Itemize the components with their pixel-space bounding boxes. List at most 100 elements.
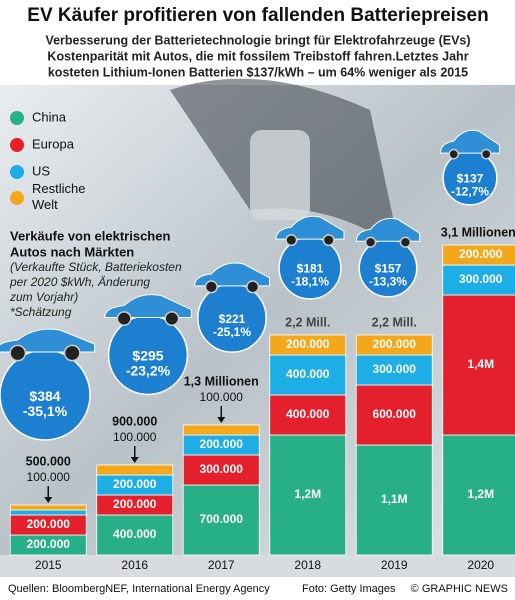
- x-tick-label: 2017: [208, 558, 235, 572]
- car-wheel: [285, 234, 298, 247]
- legend-swatch: [10, 138, 24, 152]
- bar-segment: [269, 394, 347, 436]
- segment-label: 200.000: [459, 247, 503, 261]
- subtitle: Kostenparität mit Autos, die mit fossile…: [47, 49, 468, 63]
- bar-segment: [355, 354, 433, 386]
- chart-title: Verkäufe von elektrischen: [10, 228, 170, 243]
- bar-segment: [182, 424, 260, 436]
- segment-label: 300.000: [373, 362, 417, 376]
- price-label: $137: [457, 172, 484, 186]
- x-tick-label: 2015: [35, 558, 62, 572]
- segment-label: 200.000: [113, 477, 157, 491]
- segment-label: 600.000: [373, 407, 417, 421]
- car-wheel: [164, 311, 180, 327]
- segment-label: 1,1M: [381, 492, 408, 506]
- car-icon: [193, 262, 271, 287]
- segment-label: 1,2M: [467, 487, 494, 501]
- legend-label: US: [32, 163, 50, 178]
- subtitle: Verbesserung der Batterietechnologie bri…: [45, 33, 470, 47]
- segment-label: 700.000: [200, 512, 244, 526]
- segment-label: 200.000: [286, 337, 330, 351]
- bar-segment: [442, 434, 515, 556]
- segment-label: 400.000: [286, 407, 330, 421]
- car-wheel: [448, 148, 460, 160]
- car-icon: [439, 129, 501, 154]
- legend-swatch: [10, 111, 24, 125]
- price-label: $295: [132, 348, 163, 364]
- bar-segment: [269, 354, 347, 396]
- price-label: $221: [219, 312, 246, 326]
- chart-note: (Verkaufte Stück, Batteriekosten: [10, 260, 182, 274]
- bar-segment: [182, 454, 260, 486]
- chart-note: per 2020 $kWh, Änderung: [9, 275, 150, 289]
- segment-label: 200.000: [113, 497, 157, 511]
- note-label: 100.000: [200, 390, 244, 404]
- x-tick-label: 2019: [381, 558, 408, 572]
- change-label: -13,3%: [369, 275, 407, 289]
- segment-label: 200.000: [27, 517, 71, 531]
- chart-note: zum Vorjahr): [9, 290, 78, 304]
- car-wheel: [364, 236, 377, 248]
- plug-photo: [250, 130, 310, 220]
- total-label: 1,3 Millionen: [184, 374, 259, 388]
- car-wheel: [204, 280, 218, 294]
- car-icon: [355, 217, 421, 242]
- bar-segment: [442, 244, 515, 266]
- segment-label: 300.000: [459, 272, 503, 286]
- credit: © GRAPHIC NEWS: [411, 583, 508, 595]
- note-label: 100.000: [27, 470, 71, 484]
- price-label: $384: [29, 388, 60, 404]
- segment-label: 300.000: [200, 462, 244, 476]
- change-label: -23,2%: [126, 363, 171, 379]
- chart-note: *Schätzung: [10, 305, 72, 319]
- car-wheel: [116, 311, 132, 327]
- legend-swatch: [10, 165, 24, 179]
- segment-label: 1,4M: [467, 357, 494, 371]
- title: EV Käufer profitieren von fallenden Batt…: [27, 5, 488, 26]
- x-tick-label: 2016: [121, 558, 148, 572]
- segment-label: 1,2M: [294, 487, 321, 501]
- total-label: 500.000: [26, 454, 71, 468]
- change-label: -35,1%: [23, 403, 68, 419]
- bar-segment: [355, 444, 433, 556]
- change-label: -18,1%: [291, 275, 329, 289]
- segment-label: 200.000: [373, 337, 417, 351]
- bar-segment: [442, 294, 515, 436]
- price-label: $181: [297, 262, 324, 276]
- x-tick-label: 2018: [294, 558, 321, 572]
- legend-swatch: [10, 191, 24, 205]
- note-label: 100.000: [113, 430, 157, 444]
- change-label: -25,1%: [213, 325, 251, 339]
- legend-label: China: [32, 109, 67, 124]
- photo-credit: Foto: Getty Images: [302, 583, 396, 595]
- car-wheel: [246, 280, 260, 294]
- bar-segment: [442, 264, 515, 296]
- legend-label: Restliche Welt: [32, 181, 85, 212]
- price-label: $157: [375, 262, 402, 276]
- car-icon: [275, 215, 345, 240]
- source: Quellen: BloombergNEF, International Ene…: [8, 583, 270, 595]
- car-wheel: [63, 344, 81, 362]
- bar-segment: [182, 484, 260, 556]
- car-wheel: [9, 344, 27, 362]
- arrow-head: [44, 497, 53, 503]
- segment-label: 400.000: [286, 367, 330, 381]
- total-label: 2,2 Mill.: [285, 315, 330, 329]
- arrow-head: [217, 417, 226, 423]
- car-wheel: [322, 234, 335, 247]
- bar-segment: [269, 334, 347, 356]
- year-strip: [0, 555, 515, 577]
- bar-segment: [355, 384, 433, 446]
- bar-segment: [9, 504, 87, 511]
- chart-title: Autos nach Märkten: [10, 244, 134, 259]
- total-label: 2,2 Mill.: [372, 315, 417, 329]
- bar-segment: [269, 434, 347, 556]
- car-wheel: [399, 236, 412, 248]
- segment-label: 200.000: [200, 437, 244, 451]
- segment-label: 200.000: [27, 537, 71, 551]
- bar-segment: [96, 464, 174, 476]
- total-label: 900.000: [112, 414, 157, 428]
- subtitle: kosteten Lithium-Ionen Batterien $137/kW…: [48, 65, 468, 79]
- change-label: -12,7%: [451, 185, 489, 199]
